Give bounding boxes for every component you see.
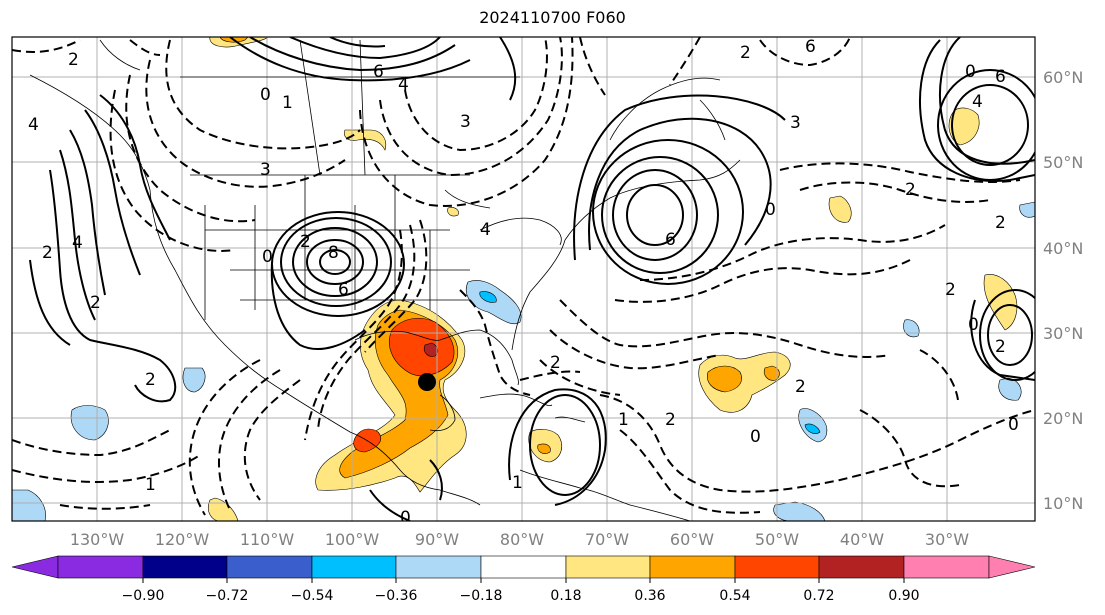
contour-label: 2 xyxy=(550,353,561,373)
colorbar-tick-label: 0.54 xyxy=(719,588,750,604)
colorbar-segment xyxy=(818,555,905,579)
contour-label: 0 xyxy=(965,62,976,82)
contour-label: 2 xyxy=(665,410,676,430)
shaded-anomaly-fields xyxy=(12,37,1035,521)
colorbar-segment xyxy=(57,555,144,579)
negative-contours xyxy=(12,37,1035,516)
map-frame xyxy=(11,36,1036,522)
contour-label: 6 xyxy=(995,67,1006,87)
contour-label: 2 xyxy=(740,43,751,63)
colorbar-tick-label: 0.18 xyxy=(550,588,581,604)
lon-label: 100°W xyxy=(325,530,380,549)
contour-label: 0 xyxy=(400,508,411,528)
contour-label: 3 xyxy=(460,112,471,132)
contour-label: 0 xyxy=(968,315,979,335)
colorbar-segment xyxy=(649,555,736,579)
contour-label: 4 xyxy=(72,233,83,253)
colorbar-segment xyxy=(734,555,820,579)
contour-label: 0 xyxy=(765,200,776,220)
latitude-labels: 60°N 50°N 40°N 30°N 20°N 10°N xyxy=(1043,68,1083,513)
contour-label: 2 xyxy=(905,180,916,200)
map-title: 2024110700 F060 xyxy=(479,8,626,27)
lon-label: 60°W xyxy=(670,530,714,549)
lat-label: 10°N xyxy=(1043,494,1083,513)
colorbar-segment xyxy=(480,555,567,579)
contour-label: 3 xyxy=(790,113,801,133)
map-panel: 2 6 4 3 0 1 3 2 8 6 0 2 4 4 6 2 6 0 6 4 … xyxy=(12,37,1035,528)
contour-label: 0 xyxy=(1008,415,1019,435)
positive-contours xyxy=(29,37,1035,521)
colorbar-segment xyxy=(142,555,228,579)
contour-label: 2 xyxy=(68,50,79,70)
contour-label: 6 xyxy=(338,280,349,300)
contour-label: 4 xyxy=(972,92,983,112)
colorbar-tick-labels: −0.90 −0.72 −0.54 −0.36 −0.18 0.18 0.36 … xyxy=(122,588,920,604)
lon-label: 120°W xyxy=(155,530,210,549)
contour-label: 0 xyxy=(262,247,273,267)
contour-label: 6 xyxy=(373,62,384,82)
lon-label: 40°W xyxy=(840,530,884,549)
colorbar-tick-label: −0.72 xyxy=(206,588,249,604)
colorbar-segment xyxy=(565,555,651,579)
lat-label: 30°N xyxy=(1043,324,1083,343)
lat-label: 60°N xyxy=(1043,68,1083,87)
contour-label: 4 xyxy=(480,220,491,240)
lon-label: 130°W xyxy=(70,530,125,549)
contour-label: 1 xyxy=(618,410,629,430)
lon-label: 50°W xyxy=(755,530,799,549)
colorbar-tick-label: −0.90 xyxy=(122,588,165,604)
lon-label: 70°W xyxy=(585,530,629,549)
colorbar-tick-label: −0.36 xyxy=(375,588,418,604)
colorbar-segment xyxy=(988,555,1036,579)
lon-label: 90°W xyxy=(415,530,459,549)
contour-label: 3 xyxy=(260,160,271,180)
contour-label: 1 xyxy=(282,93,293,113)
contour-label: 2 xyxy=(995,337,1006,357)
contour-label: 8 xyxy=(328,243,339,263)
colorbar-tick-label: 0.90 xyxy=(888,588,919,604)
contour-label: 6 xyxy=(665,230,676,250)
contour-label: 2 xyxy=(42,243,53,263)
contour-label: 4 xyxy=(28,115,39,135)
colorbar-segment xyxy=(311,555,397,579)
storm-center-marker xyxy=(418,373,436,391)
colorbar-ticks xyxy=(142,578,905,583)
colorbar-tick-label: −0.54 xyxy=(291,588,334,604)
lon-label: 80°W xyxy=(500,530,544,549)
contour-label: 0 xyxy=(750,427,761,447)
lat-label: 20°N xyxy=(1043,409,1083,428)
colorbar-tick-label: 0.72 xyxy=(803,588,834,604)
contour-label: 1 xyxy=(145,475,156,495)
contour-label: 2 xyxy=(90,293,101,313)
contour-label: 6 xyxy=(805,37,816,57)
lat-label: 50°N xyxy=(1043,153,1083,172)
colorbar xyxy=(11,555,1036,579)
lon-label: 110°W xyxy=(240,530,295,549)
contour-label: 2 xyxy=(995,213,1006,233)
contour-labels: 2 6 4 3 0 1 3 2 8 6 0 2 4 4 6 2 6 0 6 4 … xyxy=(28,37,1019,528)
contour-label: 2 xyxy=(145,370,156,390)
colorbar-segment xyxy=(226,555,313,579)
colorbar-tick-label: 0.36 xyxy=(634,588,665,604)
contour-label: 2 xyxy=(945,280,956,300)
colorbar-segment xyxy=(903,555,990,579)
contour-label: 4 xyxy=(398,75,409,95)
colorbar-segment xyxy=(395,555,482,579)
lon-label: 30°W xyxy=(925,530,969,549)
contour-label: 2 xyxy=(795,377,806,397)
colorbar-tick-label: −0.18 xyxy=(460,588,503,604)
contour-label: 2 xyxy=(300,232,311,252)
contour-label: 1 xyxy=(512,473,523,493)
contour-label: 0 xyxy=(260,85,271,105)
longitude-labels: 130°W 120°W 110°W 100°W 90°W 80°W 70°W 6… xyxy=(70,530,969,549)
colorbar-segment xyxy=(11,555,59,579)
lat-label: 40°N xyxy=(1043,239,1083,258)
